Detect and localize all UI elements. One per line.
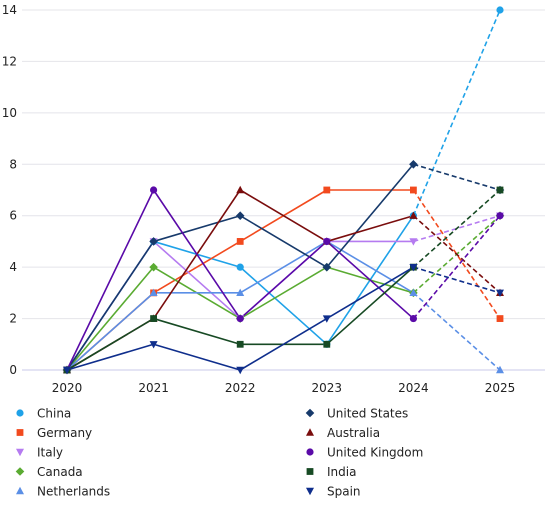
legend-label: Australia: [327, 426, 380, 440]
x-tick-label: 2022: [225, 381, 256, 395]
data-point-italy: [409, 238, 418, 246]
legend-label: China: [37, 407, 71, 421]
legend-item-italy: Italy: [16, 446, 63, 460]
series-projection-united-kingdom: [412, 215, 501, 320]
y-tick-label: 6: [9, 209, 17, 223]
data-point-netherlands: [496, 365, 504, 374]
legend-item-germany: Germany: [16, 426, 92, 440]
legend-label: Spain: [327, 485, 361, 499]
data-point-china: [236, 263, 244, 271]
legend-item-united-states: United States: [305, 407, 408, 421]
data-point-united-kingdom: [150, 186, 158, 194]
data-point-australia: [409, 211, 418, 219]
data-point-australia: [236, 185, 245, 194]
data-point-united-states: [149, 237, 158, 246]
data-point-germany: [496, 315, 504, 322]
series-markers: [62, 6, 505, 375]
data-point-india: [150, 315, 157, 322]
data-point-india: [496, 186, 504, 194]
legend-label: Germany: [37, 426, 92, 440]
legend-item-united-kingdom: United Kingdom: [306, 446, 423, 460]
legend-item-netherlands: Netherlands: [16, 485, 110, 499]
data-point-spain: [496, 289, 504, 298]
legend-label: Italy: [37, 446, 63, 460]
series-projection-united-states: [413, 163, 501, 191]
data-point-netherlands: [409, 288, 418, 297]
legend-label: Netherlands: [37, 485, 110, 499]
data-point-germany: [323, 186, 331, 194]
series-projection-china: [412, 9, 501, 217]
legend: China Germany Italy Canada Netherlands United…: [15, 407, 423, 499]
y-tick-label: 4: [9, 260, 17, 274]
data-point-united-states: [409, 159, 418, 169]
legend-item-india: India: [306, 465, 356, 479]
legend-label: United States: [327, 407, 408, 421]
data-point-netherlands: [236, 288, 245, 297]
legend-marker: [16, 448, 24, 457]
legend-label: United Kingdom: [327, 446, 423, 460]
y-tick-label: 14: [2, 3, 17, 17]
y-tick-label: 0: [9, 363, 17, 377]
series-projection-spain: [413, 266, 501, 294]
series-projection-netherlands: [412, 292, 501, 371]
y-tick-label: 10: [2, 106, 17, 120]
legend-marker: [306, 428, 314, 436]
data-point-germany: [236, 238, 244, 245]
legend-item-spain: Spain: [306, 485, 361, 499]
series-projection-germany: [412, 189, 501, 320]
data-point-china: [496, 6, 504, 14]
data-point-canada: [149, 262, 158, 272]
legend-item-china: China: [16, 407, 71, 421]
data-point-spain: [409, 263, 418, 272]
x-tick-label: 2025: [485, 381, 516, 395]
legend-item-australia: Australia: [306, 426, 380, 440]
data-point-spain: [322, 315, 331, 323]
x-axis: 2020 2021 2022 2023 2024 2025: [52, 381, 516, 395]
data-point-united-kingdom: [496, 212, 504, 220]
legend-label: Canada: [37, 465, 83, 479]
data-point-united-kingdom: [323, 237, 331, 246]
data-point-united-kingdom: [236, 314, 244, 323]
legend-marker: [15, 467, 25, 476]
series-projection-australia: [412, 215, 501, 294]
legend-marker: [306, 448, 314, 456]
gridlines: [22, 9, 545, 371]
data-point-united-kingdom: [409, 314, 417, 323]
legend-marker: [306, 468, 314, 475]
legend-marker: [306, 487, 314, 496]
legend-label: India: [327, 465, 356, 479]
data-point-india: [236, 340, 244, 348]
series-projection-india: [412, 189, 501, 268]
data-point-netherlands: [149, 288, 158, 297]
data-point-united-states: [322, 262, 332, 272]
legend-marker: [16, 409, 24, 417]
y-tick-label: 12: [2, 54, 17, 68]
y-tick-label: 2: [9, 312, 17, 326]
data-point-spain: [236, 366, 245, 375]
data-point-spain: [63, 366, 71, 375]
y-tick-label: 8: [9, 157, 17, 171]
x-tick-label: 2024: [398, 381, 429, 395]
series-lines: [66, 9, 501, 371]
legend-marker: [16, 486, 24, 495]
x-tick-label: 2021: [138, 381, 169, 395]
series-projection-italy: [413, 214, 501, 243]
legend-marker: [305, 408, 315, 418]
y-axis: 0 2 4 6 8 10 12 14: [2, 3, 17, 377]
data-point-spain: [149, 341, 158, 349]
legend-item-canada: Canada: [15, 465, 83, 479]
legend-marker: [16, 429, 24, 436]
data-point-united-states: [235, 211, 245, 221]
data-point-india: [323, 340, 331, 348]
x-tick-label: 2020: [52, 381, 83, 395]
x-tick-label: 2023: [312, 381, 343, 395]
data-point-germany: [410, 186, 417, 194]
